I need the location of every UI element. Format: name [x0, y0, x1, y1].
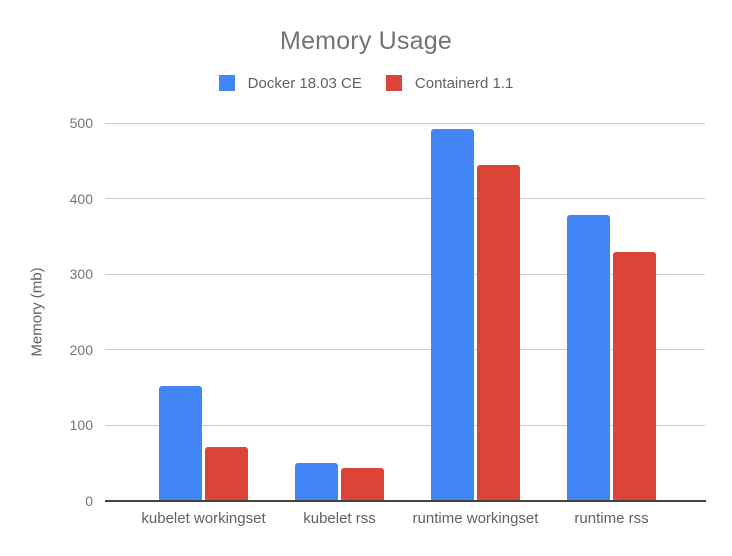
x-axis-category-labels: kubelet workingset kubelet rss runtime wor… [0, 509, 732, 529]
x-label-runtime-workingset: runtime workingset [412, 510, 539, 527]
x-label-kubelet-workingset: kubelet workingset [141, 510, 266, 527]
legend-swatch-containerd-1-1 [385, 75, 402, 91]
bar-kubelet-rss-docker-18-03-ce[interactable] [295, 463, 338, 501]
plot-area [105, 122, 706, 502]
gridline-400 [105, 198, 705, 200]
legend: Docker 18.03 CE Containerd 1.1 [0, 74, 732, 92]
x-axis-line [105, 500, 706, 502]
bar-runtime-workingset-containerd-1-1[interactable] [477, 165, 520, 501]
gridline-300 [105, 273, 705, 275]
gridline-500 [105, 122, 705, 124]
legend-item-docker-18-03-ce: Docker 18.03 CE [218, 74, 362, 92]
y-tick-label-100: 100 [69, 417, 93, 434]
x-label-kubelet-rss: kubelet rss [303, 510, 376, 527]
bar-kubelet-workingset-docker-18-03-ce[interactable] [159, 386, 202, 501]
legend-label: Docker 18.03 CE [247, 74, 362, 92]
gridline-100 [105, 424, 705, 426]
bar-kubelet-rss-containerd-1-1[interactable] [341, 467, 384, 501]
bar-runtime-rss-docker-18-03-ce[interactable] [567, 215, 610, 501]
legend-swatch-docker-18-03-ce [218, 75, 235, 91]
y-tick-label-300: 300 [69, 266, 93, 283]
y-tick-label-200: 200 [69, 341, 93, 358]
y-tick-label-0: 0 [85, 493, 93, 509]
y-tick-label-400: 400 [69, 190, 93, 207]
gridline-200 [105, 349, 705, 351]
legend-label: Containerd 1.1 [414, 74, 514, 92]
chart-title: Memory Usage [280, 27, 452, 55]
x-label-runtime-rss: runtime rss [574, 510, 649, 527]
y-axis-tick-labels: 0 100 200 300 400 500 [0, 115, 93, 509]
y-tick-label-500: 500 [69, 115, 93, 131]
bar-runtime-rss-containerd-1-1[interactable] [613, 252, 656, 501]
bar-runtime-workingset-docker-18-03-ce[interactable] [431, 129, 474, 501]
bar-kubelet-workingset-containerd-1-1[interactable] [205, 446, 248, 501]
legend-item-containerd-1-1: Containerd 1.1 [385, 74, 514, 92]
